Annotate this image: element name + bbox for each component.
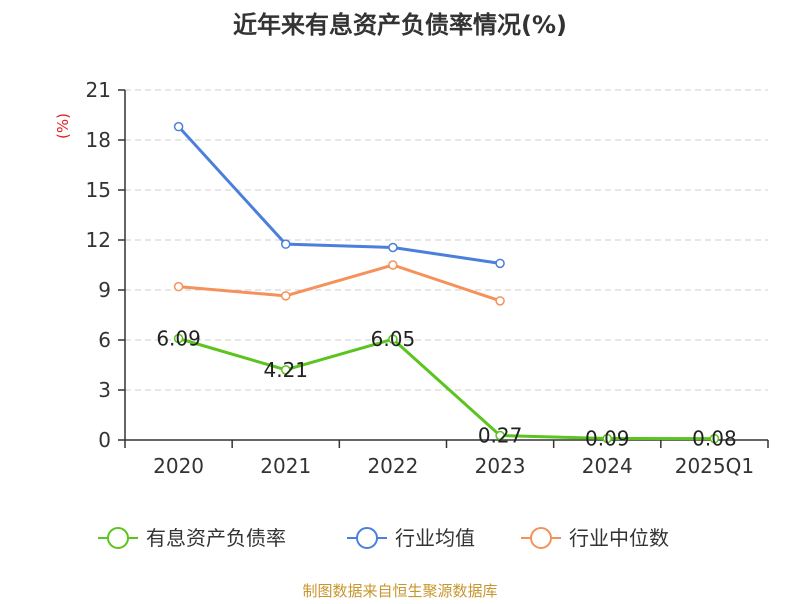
legend-marker-1 bbox=[356, 527, 378, 549]
series-line-1 bbox=[177, 125, 501, 265]
y-tick-label: 12 bbox=[86, 228, 111, 252]
series-0-point bbox=[495, 430, 505, 441]
series-0-point bbox=[281, 365, 291, 375]
data-label: 6.05 bbox=[371, 327, 416, 351]
y-tick-label: 3 bbox=[98, 378, 111, 402]
data-label: 4.21 bbox=[263, 358, 308, 382]
legend-label-0: 有息资产负债率 bbox=[146, 526, 286, 550]
legend-marker-2 bbox=[530, 527, 552, 549]
y-tick-label: 9 bbox=[98, 278, 111, 302]
data-label: 6.09 bbox=[156, 327, 201, 351]
x-tick-label: 2023 bbox=[475, 454, 526, 478]
legend-label-1: 行业均值 bbox=[395, 526, 475, 550]
legend-marker-0 bbox=[107, 527, 129, 549]
series-1-point bbox=[173, 121, 184, 132]
x-tick-label: 2021 bbox=[260, 454, 311, 478]
series-1-point bbox=[388, 242, 398, 253]
legend-label-2: 行业中位数 bbox=[569, 526, 669, 550]
data-label: 0.09 bbox=[585, 427, 630, 451]
series-2-point bbox=[388, 260, 398, 270]
y-tick-label: 6 bbox=[98, 328, 111, 352]
x-tick-label: 2024 bbox=[582, 454, 633, 478]
x-tick-label: 2025Q1 bbox=[675, 454, 754, 478]
series-2-point bbox=[173, 281, 184, 292]
x-tick-label: 2022 bbox=[367, 454, 418, 478]
y-axis-unit-label: (%) bbox=[54, 113, 72, 139]
series-0-point bbox=[173, 333, 184, 344]
series-0-point bbox=[388, 334, 398, 344]
y-tick-label: 18 bbox=[86, 128, 111, 152]
data-label: 0.27 bbox=[478, 424, 523, 448]
series-0-point bbox=[602, 433, 612, 444]
source-note: 制图数据来自恒生聚源数据库 bbox=[302, 582, 497, 600]
y-tick-label: 21 bbox=[86, 78, 111, 102]
chart-title: 近年来有息资产负债率情况(%) bbox=[233, 11, 567, 39]
series-line-2 bbox=[178, 263, 501, 303]
y-tick-label: 15 bbox=[86, 178, 111, 202]
y-tick-label: 0 bbox=[98, 428, 111, 452]
series-1-point bbox=[495, 258, 505, 269]
series-line-0 bbox=[178, 337, 715, 441]
series-0-point bbox=[709, 433, 720, 444]
data-label: 0.08 bbox=[692, 427, 737, 451]
series-2-point bbox=[281, 291, 291, 301]
series-1-point bbox=[281, 239, 291, 249]
x-tick-label: 2020 bbox=[153, 454, 204, 478]
series-2-point bbox=[495, 296, 505, 306]
